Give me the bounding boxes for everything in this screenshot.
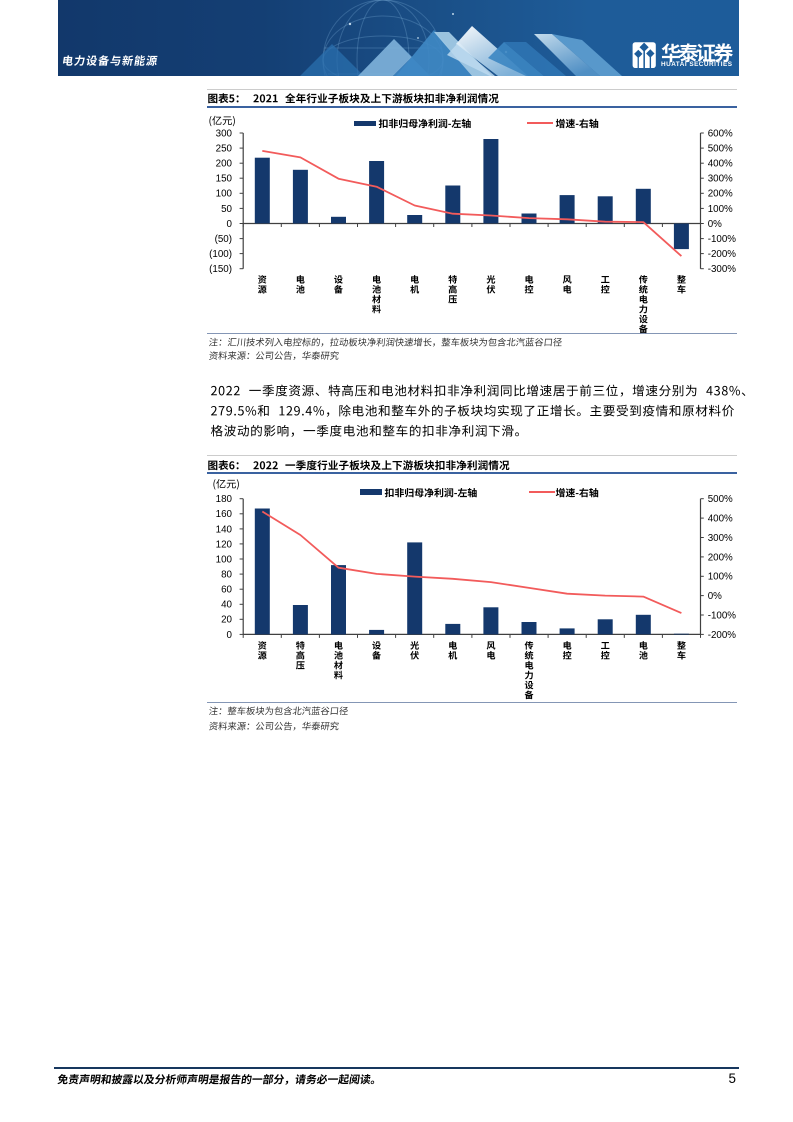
- svg-text:400%: 400%: [708, 514, 733, 525]
- svg-text:600%: 600%: [708, 128, 733, 139]
- svg-text:0%: 0%: [708, 591, 722, 602]
- svg-text:300%: 300%: [708, 174, 733, 185]
- svg-text:200%: 200%: [708, 189, 733, 200]
- svg-text:250: 250: [216, 144, 233, 155]
- svg-text:-200%: -200%: [708, 249, 737, 260]
- svg-text:100: 100: [216, 189, 233, 200]
- svg-text:300%: 300%: [708, 533, 733, 544]
- svg-text:0: 0: [227, 630, 233, 641]
- svg-text:100: 100: [216, 554, 233, 565]
- svg-text:500%: 500%: [708, 144, 733, 155]
- svg-text:100%: 100%: [708, 572, 733, 583]
- svg-text:20: 20: [221, 615, 232, 626]
- svg-text:(150): (150): [209, 264, 232, 275]
- svg-text:500%: 500%: [708, 494, 733, 505]
- svg-text:100%: 100%: [708, 204, 733, 215]
- svg-text:(100): (100): [209, 249, 232, 260]
- svg-text:180: 180: [216, 494, 233, 505]
- svg-text:-300%: -300%: [708, 264, 737, 275]
- svg-text:150: 150: [216, 174, 233, 185]
- svg-text:0%: 0%: [708, 219, 722, 230]
- svg-text:50: 50: [221, 204, 232, 215]
- svg-text:-100%: -100%: [708, 610, 737, 621]
- svg-text:80: 80: [221, 570, 232, 581]
- svg-text:-100%: -100%: [708, 234, 737, 245]
- svg-text:0: 0: [227, 219, 233, 230]
- svg-text:400%: 400%: [708, 159, 733, 170]
- svg-text:-200%: -200%: [708, 630, 737, 641]
- svg-text:40: 40: [221, 600, 232, 611]
- svg-text:160: 160: [216, 509, 233, 520]
- svg-text:60: 60: [221, 585, 232, 596]
- svg-text:300: 300: [216, 128, 233, 139]
- svg-text:(50): (50): [215, 234, 232, 245]
- svg-text:200: 200: [216, 159, 233, 170]
- svg-text:200%: 200%: [708, 552, 733, 563]
- svg-text:140: 140: [216, 524, 233, 535]
- svg-text:120: 120: [216, 539, 233, 550]
